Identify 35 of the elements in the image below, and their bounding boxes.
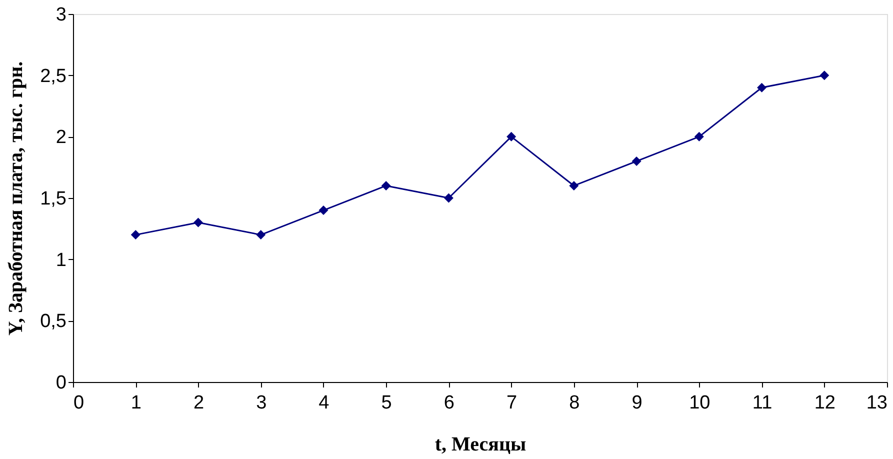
y-tick-label: 0,5 bbox=[40, 311, 66, 332]
point bbox=[757, 82, 767, 92]
point bbox=[318, 206, 328, 216]
x-tick-label: 1 bbox=[130, 392, 142, 414]
y-axis-title: Y, Заработная плата, тыс. грн. bbox=[5, 61, 28, 336]
x-tick-label: 4 bbox=[318, 392, 330, 414]
x-tick-label: 5 bbox=[381, 392, 392, 414]
x-tick-label: 13 bbox=[866, 392, 888, 414]
point bbox=[381, 180, 391, 190]
x-tick-label: 8 bbox=[569, 392, 580, 414]
point bbox=[444, 193, 454, 203]
point bbox=[193, 218, 203, 228]
x-tick-label: 3 bbox=[256, 392, 267, 414]
point bbox=[256, 230, 266, 240]
x-tick-label: 10 bbox=[689, 392, 710, 414]
y-tick-label: 1 bbox=[56, 250, 66, 271]
y-tick-label: 2 bbox=[56, 127, 66, 148]
y-tick-label: 1,5 bbox=[40, 188, 66, 210]
y-tick-label: 2,5 bbox=[40, 66, 66, 87]
point bbox=[569, 180, 579, 190]
x-tick-label: 0 bbox=[74, 392, 84, 414]
point bbox=[820, 70, 830, 80]
x-tick-label: 6 bbox=[444, 392, 454, 414]
point bbox=[694, 132, 704, 142]
y-tick-label: 3 bbox=[56, 4, 66, 26]
x-tick-label: 2 bbox=[193, 392, 204, 414]
x-axis-title: t, Месяцы bbox=[434, 434, 526, 456]
x-tick-label: 9 bbox=[632, 392, 642, 414]
x-tick-label: 7 bbox=[506, 392, 518, 414]
point bbox=[130, 230, 140, 240]
x-tick-label: 12 bbox=[814, 392, 836, 414]
point bbox=[506, 132, 516, 142]
y-tick-label: 0 bbox=[56, 372, 66, 394]
point bbox=[632, 156, 642, 166]
x-tick-label: 11 bbox=[752, 392, 772, 414]
